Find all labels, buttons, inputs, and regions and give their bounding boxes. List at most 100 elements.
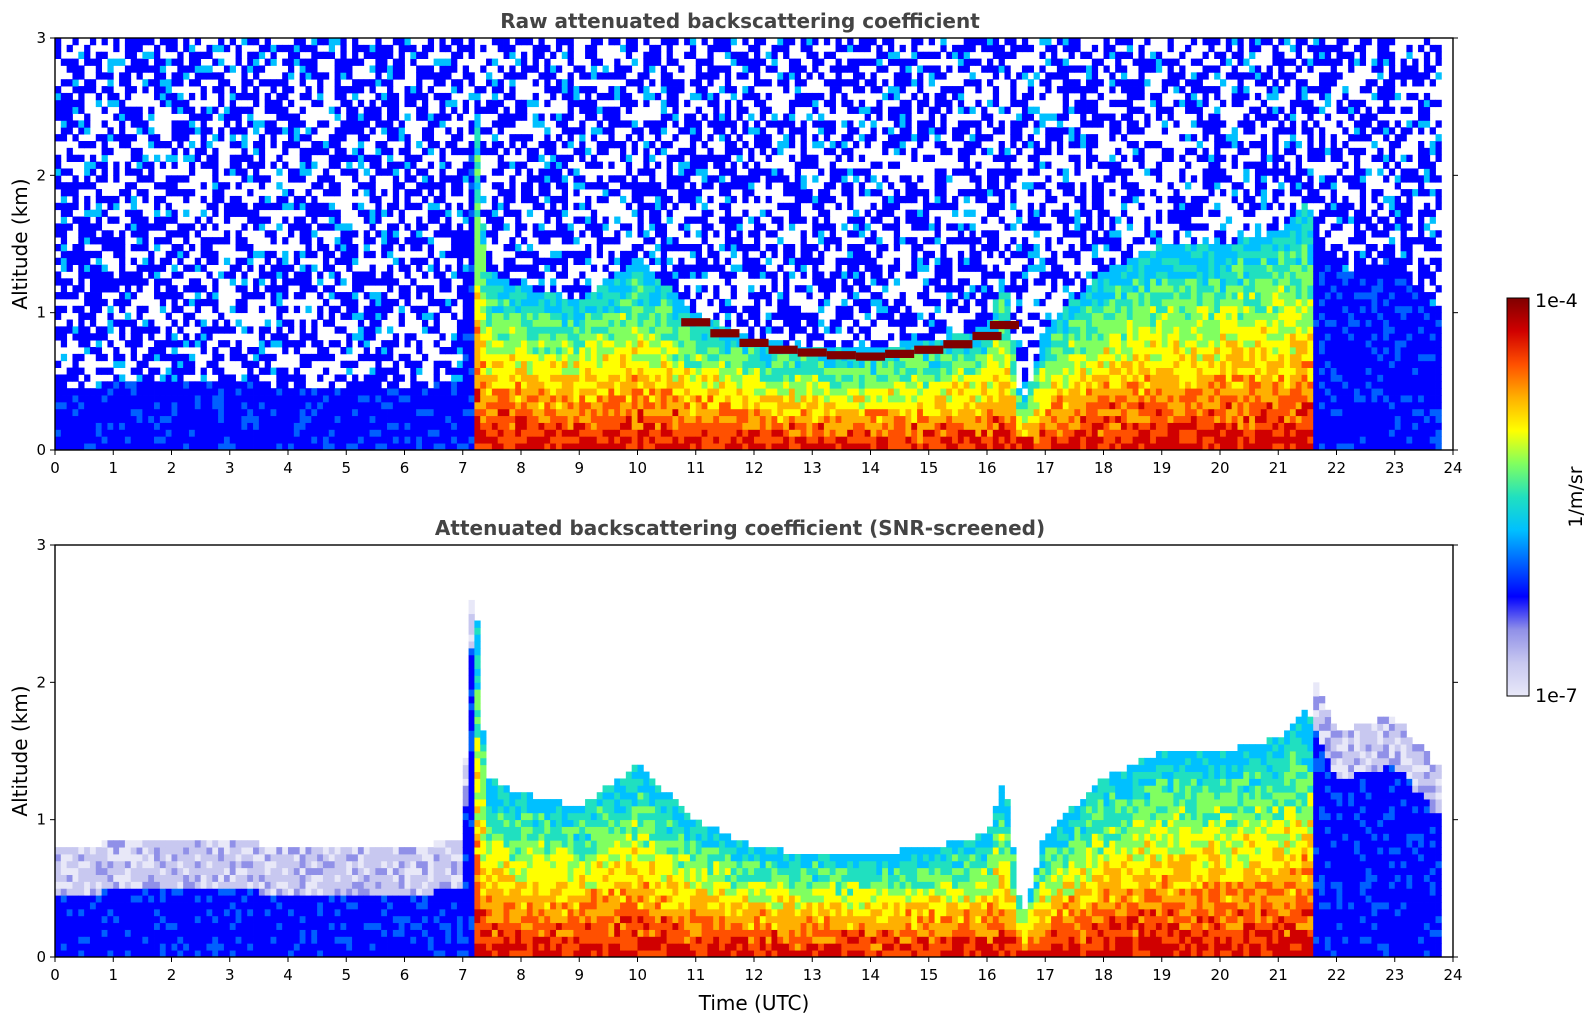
heatmap-cell	[684, 216, 691, 224]
heatmap-cell	[398, 38, 405, 46]
heatmap-cell	[654, 58, 662, 66]
heatmap-cell	[625, 436, 633, 444]
heatmap-cell	[783, 340, 790, 348]
heatmap-cell	[765, 436, 772, 444]
heatmap-cell	[206, 333, 213, 341]
heatmap-cell	[357, 319, 365, 327]
heatmap-cell	[555, 154, 563, 162]
heatmap-cell	[229, 381, 236, 389]
heatmap-cell	[654, 223, 662, 231]
heatmap-cell	[200, 223, 207, 231]
heatmap-cell	[241, 86, 248, 94]
heatmap-cell	[154, 401, 161, 410]
heatmap-cell	[491, 86, 499, 94]
heatmap-cell	[142, 408, 149, 417]
heatmap-cell	[311, 209, 318, 217]
heatmap-cell	[305, 161, 312, 169]
heatmap-cell	[282, 374, 289, 382]
heatmap-cell	[328, 340, 336, 348]
heatmap-cell	[643, 202, 650, 211]
heatmap-cell	[66, 44, 73, 53]
heatmap-cell	[130, 38, 137, 46]
heatmap-cell	[352, 202, 359, 211]
heatmap-cell	[474, 244, 481, 252]
heatmap-cell	[701, 92, 708, 101]
heatmap-cell	[328, 106, 336, 114]
heatmap-cell	[317, 395, 324, 403]
heatmap-cell	[736, 244, 743, 252]
heatmap-cell	[474, 209, 481, 217]
heatmap-cell	[171, 436, 178, 444]
heatmap-cell	[78, 415, 85, 423]
heatmap-cell	[124, 408, 132, 417]
heatmap-cell	[206, 429, 213, 437]
heatmap-cell	[433, 381, 440, 389]
heatmap-cell	[707, 79, 714, 87]
heatmap-cell	[89, 141, 97, 149]
heatmap-cell	[777, 202, 784, 211]
heatmap-cell	[229, 429, 236, 437]
heatmap-cell	[113, 436, 120, 444]
heatmap-cell	[439, 79, 446, 87]
heatmap-cell	[509, 401, 516, 410]
heatmap-cell	[363, 237, 370, 245]
heatmap-cell	[363, 216, 370, 224]
heatmap-cell	[159, 436, 167, 444]
heatmap-cell	[724, 44, 732, 53]
heatmap-cell	[724, 237, 732, 245]
heatmap-cell	[695, 381, 702, 389]
heatmap-cell	[503, 305, 510, 314]
heatmap-cell	[328, 264, 336, 272]
heatmap-cell	[258, 381, 266, 389]
heatmap-cell	[357, 422, 365, 430]
heatmap-cell	[381, 401, 388, 410]
heatmap-cell	[352, 58, 359, 66]
heatmap-cell	[672, 113, 679, 121]
heatmap-cell	[532, 202, 539, 211]
heatmap-cell	[340, 388, 347, 396]
heatmap-cell	[754, 271, 761, 279]
heatmap-cell	[515, 38, 522, 46]
heatmap-cell	[78, 51, 85, 59]
heatmap-cell	[433, 422, 440, 430]
heatmap-cell	[212, 326, 219, 334]
heatmap-cell	[60, 257, 68, 265]
heatmap-cell	[328, 250, 336, 259]
heatmap-cell	[235, 182, 242, 190]
heatmap-cell	[561, 175, 569, 183]
heatmap-cell	[497, 298, 504, 307]
heatmap-cell	[113, 347, 120, 355]
heatmap-cell	[136, 285, 143, 293]
heatmap-cell	[643, 374, 650, 382]
heatmap-cell	[777, 436, 784, 444]
heatmap-cell	[282, 388, 289, 396]
heatmap-cell	[113, 237, 120, 245]
heatmap-cell	[707, 175, 714, 183]
heatmap-cell	[660, 436, 668, 444]
heatmap-cell	[526, 312, 534, 320]
heatmap-cell	[340, 44, 347, 53]
heatmap-cell	[369, 127, 376, 135]
heatmap-cell	[526, 65, 534, 73]
heatmap-cell	[387, 92, 394, 101]
heatmap-cell	[445, 381, 452, 389]
heatmap-cell	[596, 230, 603, 238]
heatmap-cell	[218, 388, 225, 396]
heatmap-cell	[322, 319, 330, 327]
heatmap-cell	[631, 319, 638, 327]
heatmap-cell	[573, 319, 580, 327]
heatmap-cell	[299, 216, 306, 224]
heatmap-cell	[649, 58, 656, 66]
heatmap-cell	[369, 44, 376, 53]
heatmap-cell	[264, 230, 271, 238]
heatmap-cell	[730, 168, 737, 176]
heatmap-cell	[596, 401, 603, 410]
heatmap-cell	[375, 72, 382, 80]
heatmap-cell	[509, 443, 516, 451]
heatmap-cell	[200, 408, 207, 417]
heatmap-cell	[701, 353, 708, 362]
heatmap-cell	[573, 312, 580, 320]
heatmap-cell	[253, 250, 260, 259]
heatmap-cell	[526, 367, 534, 375]
heatmap-cell	[200, 347, 207, 355]
